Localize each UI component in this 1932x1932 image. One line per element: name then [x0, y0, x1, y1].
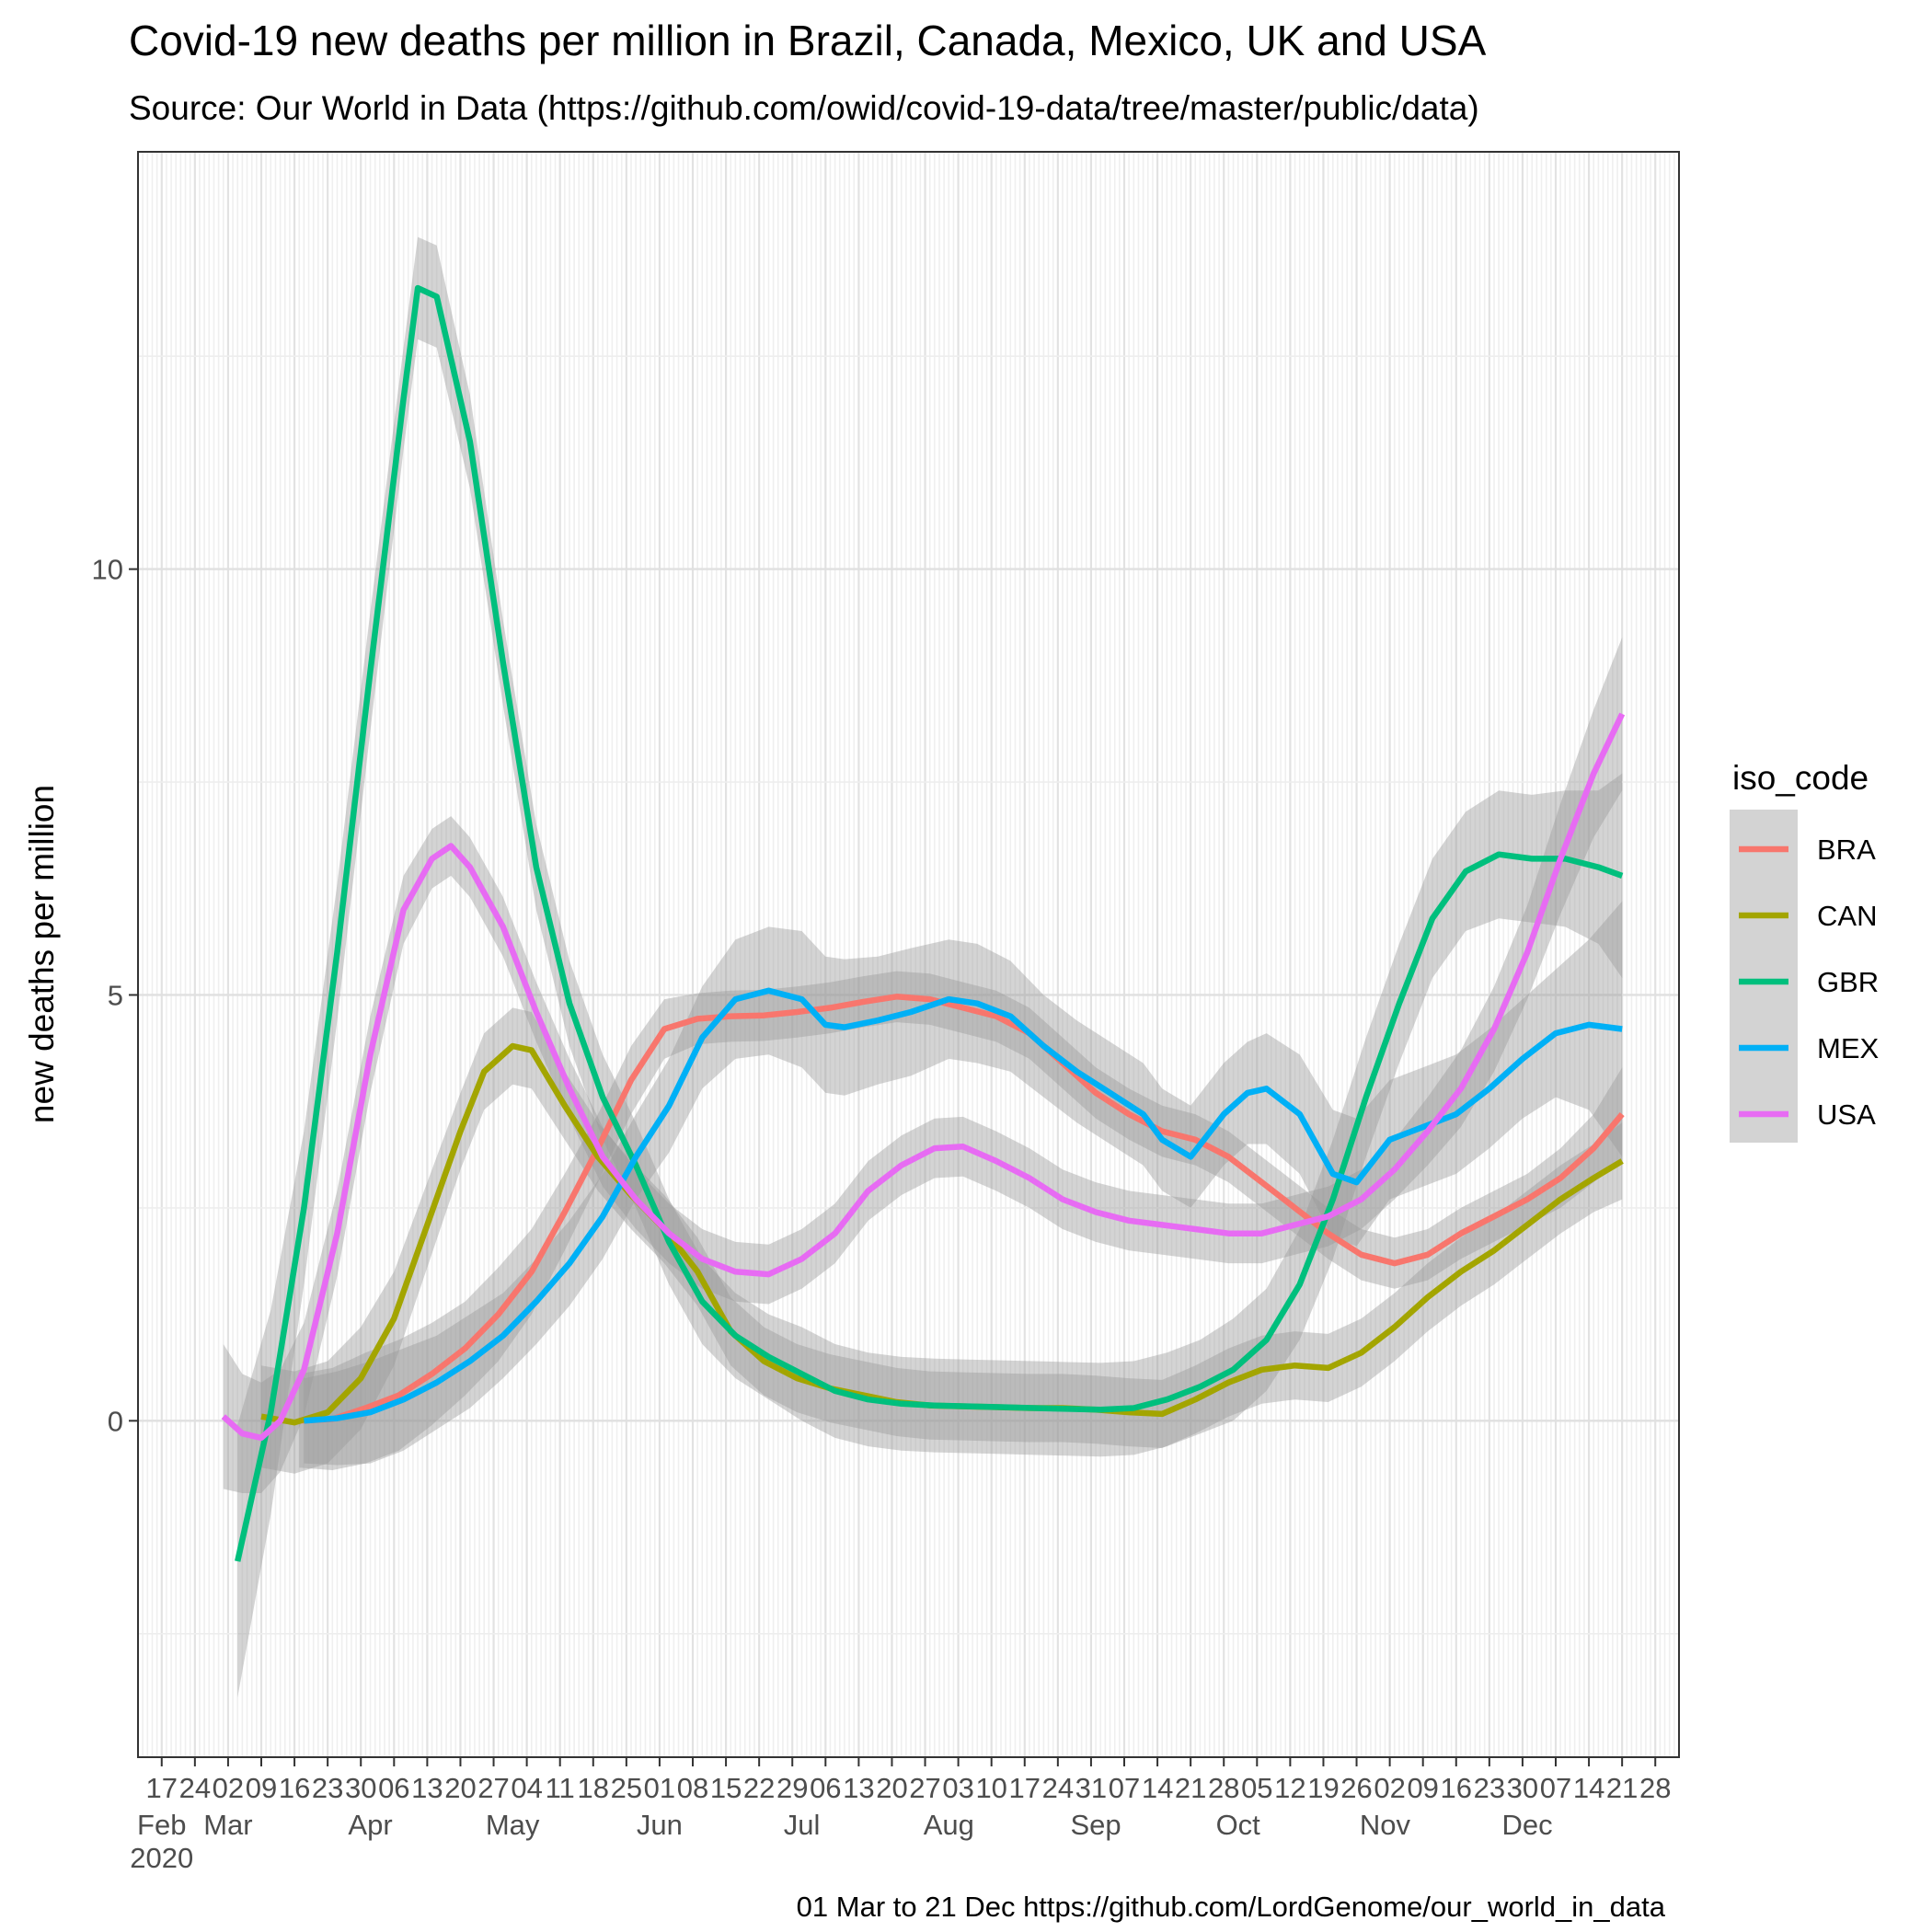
- x-tick-label: 20: [444, 1772, 476, 1804]
- legend-label-usa: USA: [1817, 1098, 1876, 1131]
- x-month-label: Feb: [137, 1809, 186, 1841]
- series-line-usa: [221, 712, 1626, 1442]
- series-line-gbr: [235, 284, 1624, 1562]
- legend: iso_code BRA CAN GBR MEX USA: [1730, 759, 1880, 1143]
- x-tick-label: 16: [1441, 1772, 1472, 1804]
- chart-title: Covid-19 new deaths per million in Brazi…: [129, 17, 1487, 64]
- y-tick-label: 5: [108, 979, 123, 1011]
- legend-label-gbr: GBR: [1817, 966, 1879, 998]
- x-month-label: Dec: [1502, 1809, 1553, 1841]
- x-tick-label: 24: [179, 1772, 211, 1804]
- x-tick-label: 22: [743, 1772, 775, 1804]
- x-month-label: Jul: [784, 1809, 821, 1841]
- x-tick-label: 06: [810, 1772, 841, 1804]
- y-axis: 0 5 10: [92, 554, 138, 1437]
- x-tick-label: 28: [1208, 1772, 1239, 1804]
- x-tick-label: 11: [546, 1772, 575, 1804]
- x-tick-label: 14: [1573, 1772, 1604, 1804]
- plot-border: [137, 151, 1680, 1758]
- x-tick-label: 07: [1540, 1772, 1571, 1804]
- plot-panel: [137, 151, 1680, 1758]
- x-tick-label: 14: [1142, 1772, 1173, 1804]
- grid-lines: [137, 152, 1680, 1757]
- x-tick-label: 06: [378, 1772, 409, 1804]
- x-tick-label: 08: [677, 1772, 708, 1804]
- x-tick-label: 31: [1075, 1772, 1107, 1804]
- x-tick-label: 15: [710, 1772, 742, 1804]
- x-tick-label: 12: [1274, 1772, 1305, 1804]
- x-month-label: Jun: [637, 1809, 683, 1841]
- x-tick-label: 21: [1175, 1772, 1206, 1804]
- x-tick-label: 17: [146, 1772, 178, 1804]
- y-tick-label: 0: [108, 1405, 123, 1437]
- x-month-label: Aug: [924, 1809, 974, 1841]
- confidence-band-gbr: [237, 236, 1623, 1698]
- x-tick-label: 02: [1374, 1772, 1405, 1804]
- x-month-label: Apr: [348, 1809, 392, 1841]
- x-tick-label: 25: [611, 1772, 642, 1804]
- x-axis: 17 24 02 09 16 23 30 06 13 20 27 04 11 18 25 01 08 15 22 29…: [130, 1757, 1671, 1874]
- x-tick-label: 23: [312, 1772, 343, 1804]
- x-tick-label: 20: [876, 1772, 907, 1804]
- x-tick-label: 13: [411, 1772, 443, 1804]
- legend-label-bra: BRA: [1817, 834, 1876, 866]
- legend-title: iso_code: [1732, 759, 1869, 797]
- x-tick-label: 30: [345, 1772, 376, 1804]
- series-lines: [221, 284, 1626, 1562]
- legend-label-mex: MEX: [1817, 1032, 1880, 1064]
- x-tick-label: 30: [1507, 1772, 1538, 1804]
- x-tick-label: 01: [644, 1772, 675, 1804]
- x-tick-label: 02: [213, 1772, 244, 1804]
- legend-label-can: CAN: [1817, 900, 1877, 932]
- x-tick-label: 17: [1009, 1772, 1041, 1804]
- x-tick-label: 07: [1109, 1772, 1140, 1804]
- confidence-band-can: [261, 1007, 1623, 1474]
- x-tick-label: 09: [246, 1772, 277, 1804]
- x-tick-label: 23: [1474, 1772, 1505, 1804]
- x-tick-label: 27: [909, 1772, 940, 1804]
- x-tick-label: 03: [942, 1772, 973, 1804]
- x-tick-label: 24: [1042, 1772, 1074, 1804]
- x-tick-label: 13: [843, 1772, 874, 1804]
- x-month-label: Oct: [1216, 1809, 1261, 1841]
- legend-key-background: [1730, 810, 1798, 1143]
- x-tick-label: 10: [975, 1772, 1006, 1804]
- chart-subtitle: Source: Our World in Data (https://githu…: [129, 89, 1479, 127]
- x-tick-label: 18: [578, 1772, 609, 1804]
- x-month-label: Mar: [203, 1809, 252, 1841]
- x-month-label: Nov: [1360, 1809, 1411, 1841]
- series-line-bra: [299, 994, 1625, 1424]
- series-line-mex: [304, 987, 1623, 1424]
- x-year-label: 2020: [130, 1842, 193, 1874]
- x-tick-label: 28: [1639, 1772, 1671, 1804]
- x-tick-label: 05: [1241, 1772, 1272, 1804]
- x-month-label: Sep: [1070, 1809, 1121, 1841]
- y-axis-label: new deaths per million: [23, 785, 61, 1123]
- x-tick-label: 16: [279, 1772, 310, 1804]
- x-month-label: May: [486, 1809, 540, 1841]
- confidence-band-bra: [299, 971, 1623, 1470]
- chart-caption: 01 Mar to 21 Dec https://github.com/Lord…: [797, 1891, 1666, 1923]
- y-tick-label: 10: [92, 554, 123, 586]
- x-tick-label: 09: [1407, 1772, 1438, 1804]
- x-tick-label: 29: [776, 1772, 808, 1804]
- x-tick-label: 27: [477, 1772, 509, 1804]
- x-tick-label: 04: [511, 1772, 542, 1804]
- x-tick-label: 26: [1340, 1772, 1372, 1804]
- x-tick-label: 19: [1307, 1772, 1339, 1804]
- x-tick-label: 21: [1606, 1772, 1638, 1804]
